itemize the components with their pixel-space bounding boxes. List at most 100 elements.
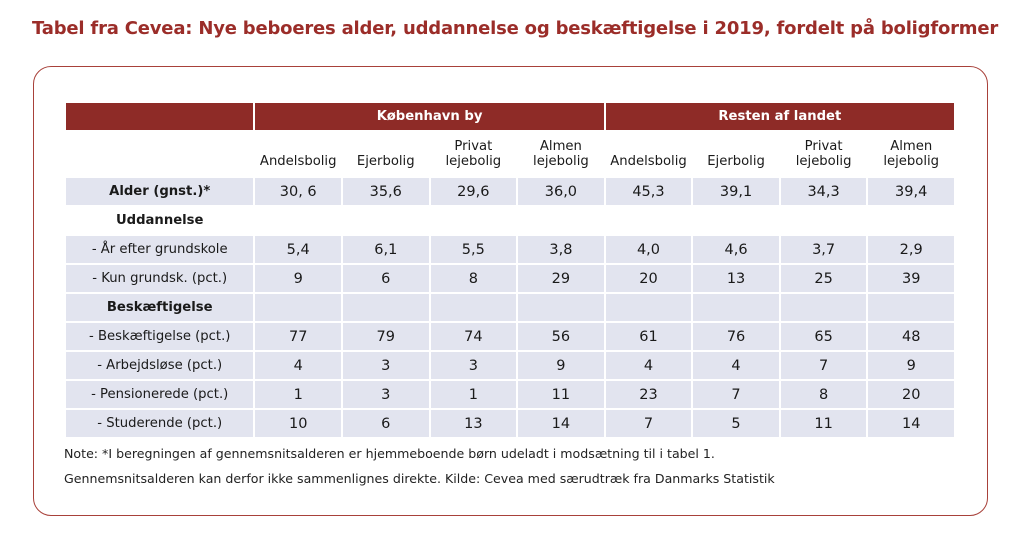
- value-cell: 14: [868, 410, 954, 437]
- section-spacer: [255, 207, 954, 234]
- column-header-line1: [693, 139, 779, 154]
- value-cell: 13: [430, 410, 517, 437]
- corner-cell: [66, 103, 254, 130]
- value-cell: 7: [605, 410, 692, 437]
- data-table: København by Resten af landet Andelsbolig E…: [64, 101, 956, 439]
- value-cell: [430, 294, 517, 321]
- value-cell: 4,0: [605, 236, 692, 263]
- value-cell: 3,8: [518, 236, 604, 263]
- value-cell: 61: [605, 323, 692, 350]
- value-cell: 34,3: [780, 178, 867, 205]
- value-cell: [868, 294, 954, 321]
- value-cell: 5,5: [430, 236, 517, 263]
- value-cell: 30, 6: [255, 178, 341, 205]
- value-cell: 23: [605, 381, 692, 408]
- table-frame: [33, 66, 988, 516]
- column-header-line2: Ejerbolig: [356, 154, 415, 169]
- value-cell: 7: [780, 352, 867, 379]
- value-cell: 39,4: [868, 178, 954, 205]
- value-cell: 4: [693, 352, 779, 379]
- value-cell: [693, 294, 779, 321]
- value-cell: 8: [780, 381, 867, 408]
- value-cell: 6,1: [342, 236, 429, 263]
- column-header-line2: Ejerbolig: [707, 154, 765, 169]
- table-row: Beskæftigelse: [66, 294, 954, 321]
- column-header-line1: Privat: [454, 139, 493, 154]
- row-label: Beskæftigelse: [66, 294, 254, 321]
- value-cell: 5,4: [255, 236, 341, 263]
- group-header: Resten af landet: [605, 103, 954, 130]
- value-cell: 3,7: [780, 236, 867, 263]
- column-header-row: Andelsbolig Ejerbolig Privat lejebolig Almen…: [66, 132, 954, 176]
- value-cell: 3: [342, 352, 429, 379]
- group-header: København by: [255, 103, 604, 130]
- table-row: - Studerende (pct.) 10 6 13 14 7 5 11 14: [66, 410, 954, 437]
- note-line-1: Note: *I beregningen af gennemsnitsalder…: [64, 446, 715, 461]
- column-header-line1: Privat: [804, 139, 843, 154]
- column-header: Privat lejebolig: [781, 132, 867, 176]
- value-cell: 11: [780, 410, 867, 437]
- column-header: Almen lejebolig: [518, 132, 604, 176]
- row-label: - År efter grundskole: [66, 236, 254, 263]
- value-cell: 6: [342, 265, 429, 292]
- value-cell: 6: [342, 410, 429, 437]
- value-cell: 45,3: [605, 178, 692, 205]
- table-row: Alder (gnst.)* 30, 6 35,6 29,6 36,0 45,3 39,1 3…: [66, 178, 954, 205]
- value-cell: 14: [518, 410, 604, 437]
- column-header-line1: Almen: [539, 139, 582, 154]
- value-cell: 1: [255, 381, 341, 408]
- value-cell: 20: [868, 381, 954, 408]
- column-header-line2: lejebolig: [445, 154, 502, 169]
- value-cell: [605, 294, 692, 321]
- column-header: Almen lejebolig: [868, 132, 954, 176]
- value-cell: 9: [868, 352, 954, 379]
- value-cell: 13: [693, 265, 779, 292]
- blank-header-cell: [66, 132, 253, 176]
- table-row: - År efter grundskole 5,4 6,1 5,5 3,8 4,0 4,6 3…: [66, 236, 954, 263]
- row-label: - Kun grundsk. (pct.): [66, 265, 254, 292]
- column-header: Ejerbolig: [693, 132, 779, 176]
- value-cell: 3: [430, 352, 517, 379]
- value-cell: 4,6: [693, 236, 779, 263]
- value-cell: 4: [255, 352, 341, 379]
- value-cell: 10: [255, 410, 341, 437]
- value-cell: 9: [255, 265, 341, 292]
- value-cell: 48: [868, 323, 954, 350]
- row-label: - Pensionerede (pct.): [66, 381, 254, 408]
- value-cell: 39,1: [693, 178, 779, 205]
- value-cell: 56: [518, 323, 604, 350]
- note-line-2: Gennemsnitsalderen kan derfor ikke samme…: [64, 471, 775, 486]
- value-cell: 29,6: [430, 178, 517, 205]
- value-cell: [518, 294, 604, 321]
- value-cell: 20: [605, 265, 692, 292]
- column-header-line2: lejebolig: [883, 154, 940, 169]
- column-header-line1: [255, 139, 341, 154]
- value-cell: 7: [693, 381, 779, 408]
- column-header: Andelsbolig: [255, 132, 341, 176]
- column-header-line1: [606, 139, 692, 154]
- value-cell: 4: [605, 352, 692, 379]
- value-cell: 5: [693, 410, 779, 437]
- value-cell: [342, 294, 429, 321]
- table-row: - Beskæftigelse (pct.) 77 79 74 56 61 76 65 48: [66, 323, 954, 350]
- value-cell: 1: [430, 381, 517, 408]
- value-cell: 77: [255, 323, 341, 350]
- table-row: Uddannelse: [66, 207, 954, 234]
- group-header-row: København by Resten af landet: [66, 103, 954, 130]
- column-header: Ejerbolig: [343, 132, 429, 176]
- column-header-line2: Andelsbolig: [610, 154, 687, 169]
- value-cell: 2,9: [868, 236, 954, 263]
- value-cell: 74: [430, 323, 517, 350]
- row-label: - Studerende (pct.): [66, 410, 254, 437]
- table-row: - Kun grundsk. (pct.) 9 6 8 29 20 13 25 39: [66, 265, 954, 292]
- column-header: Andelsbolig: [606, 132, 692, 176]
- column-header-line2: Andelsbolig: [259, 154, 337, 169]
- value-cell: 36,0: [518, 178, 604, 205]
- value-cell: 76: [693, 323, 779, 350]
- row-label: - Beskæftigelse (pct.): [66, 323, 254, 350]
- column-header: Privat lejebolig: [431, 132, 517, 176]
- value-cell: 79: [342, 323, 429, 350]
- value-cell: 8: [430, 265, 517, 292]
- row-label: - Arbejdsløse (pct.): [66, 352, 254, 379]
- table-row: - Pensionerede (pct.) 1 3 1 11 23 7 8 20: [66, 381, 954, 408]
